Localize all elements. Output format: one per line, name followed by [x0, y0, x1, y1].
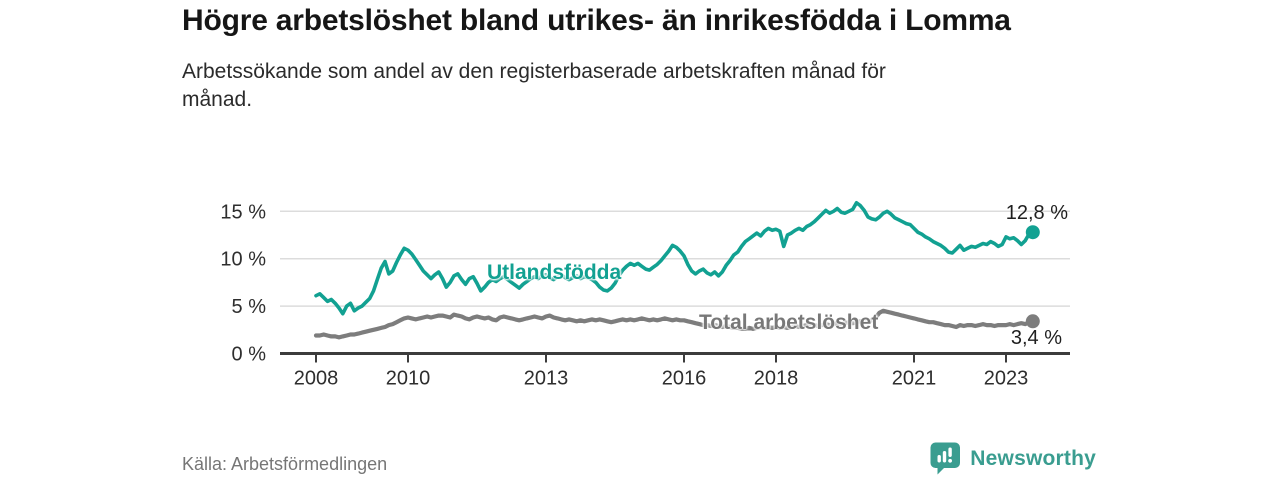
- series-line-utlandsfodda: [314, 201, 1035, 316]
- y-tick-label: 10 %: [220, 249, 266, 271]
- series-endpoint-utlandsfodda: [1025, 225, 1040, 240]
- series-line-total: [313, 308, 1035, 340]
- newsworthy-bubble-icon: [930, 442, 961, 475]
- page-subtitle: Arbetssökande som andel av den registerb…: [182, 60, 886, 111]
- chart-header: Högre arbetslöshet bland utrikes- än inr…: [182, 2, 1011, 114]
- x-tick-label: 2013: [524, 368, 569, 390]
- y-tick-label: 15 %: [220, 201, 266, 223]
- x-tick-label: 2010: [386, 368, 431, 390]
- x-tick-label: 2008: [294, 368, 339, 390]
- x-tick-label: 2021: [892, 368, 937, 390]
- x-tick-label: 2023: [984, 368, 1029, 390]
- source-note: Källa: Arbetsförmedlingen: [182, 454, 388, 474]
- y-tick-label: 5 %: [232, 296, 267, 318]
- x-tick-label: 2018: [754, 368, 799, 390]
- brand-logo: Newsworthy: [930, 442, 1096, 475]
- y-tick-label: 0 %: [232, 344, 267, 366]
- page-title: Högre arbetslöshet bland utrikes- än inr…: [182, 4, 1011, 37]
- series-endpoint-total: [1025, 314, 1040, 329]
- x-tick-label: 2016: [662, 368, 707, 390]
- brand-name: Newsworthy: [970, 446, 1096, 470]
